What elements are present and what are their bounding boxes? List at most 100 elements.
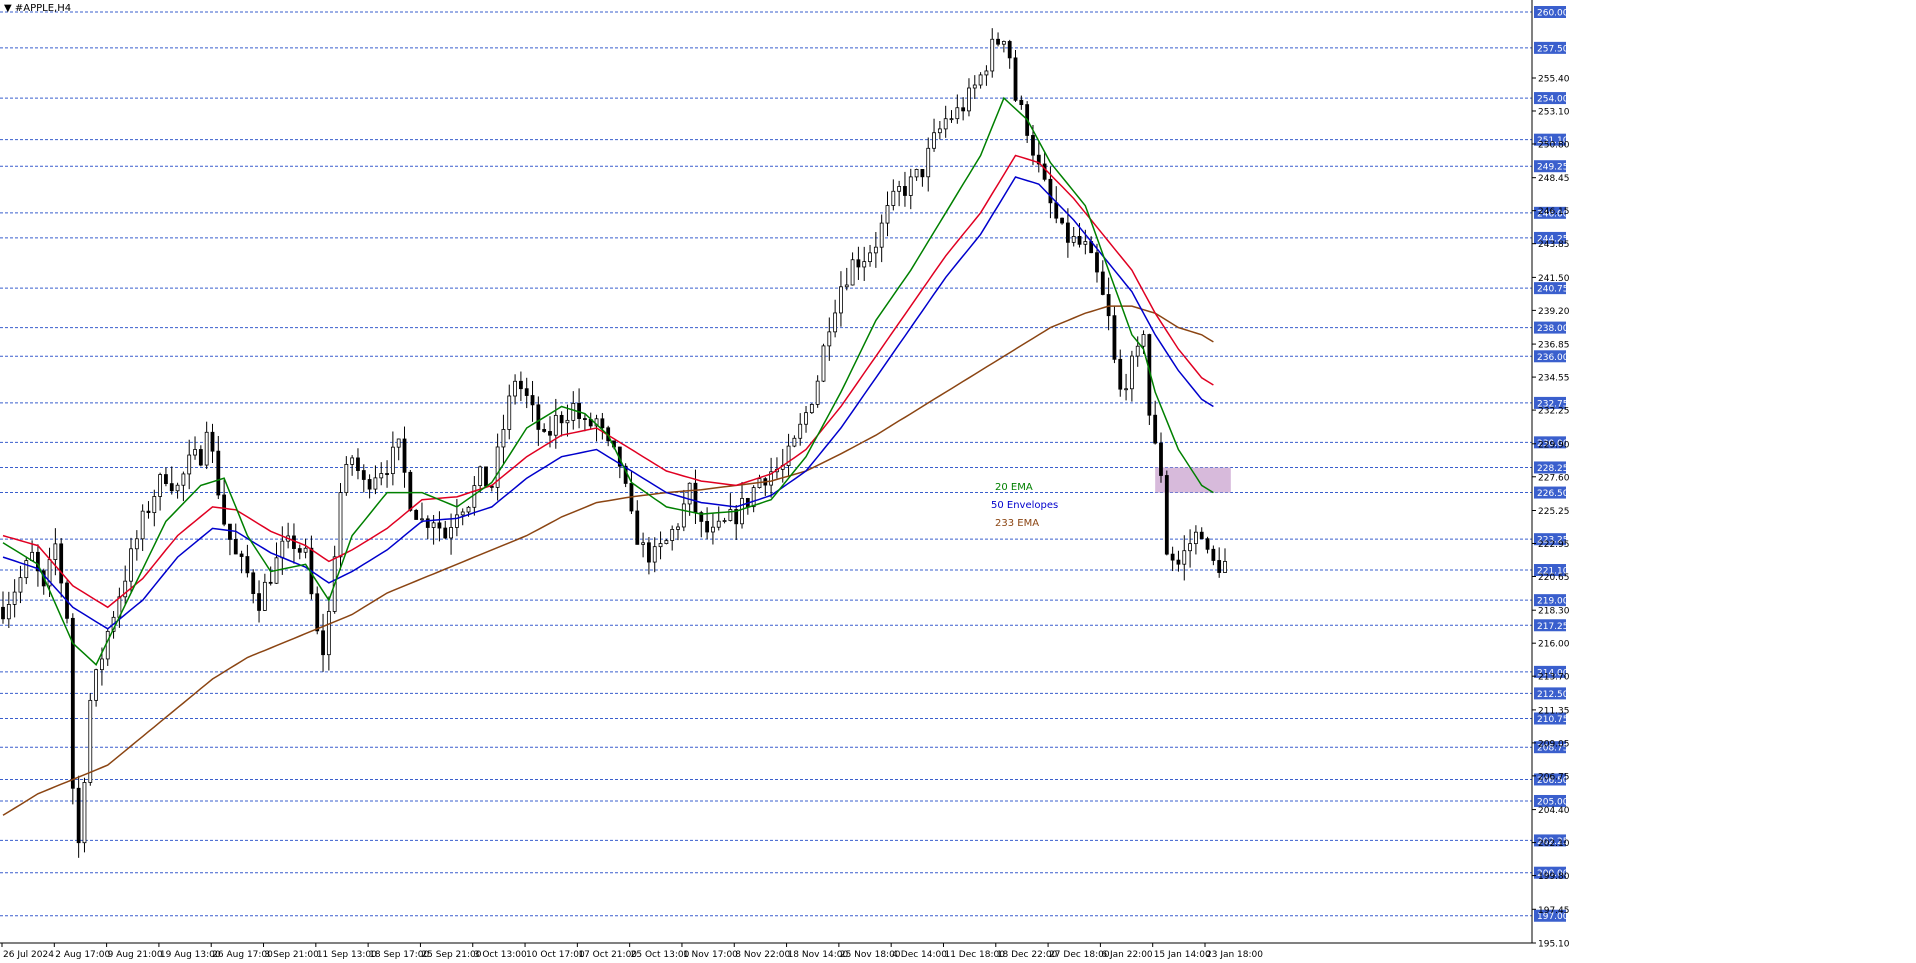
candle-body [967,87,971,112]
candle-body [396,438,401,448]
candle-body [856,259,861,268]
candle-body [59,543,64,584]
level-label-bg [1534,231,1566,244]
candle-body [245,556,250,574]
candle-body [1159,442,1163,476]
candle-body [670,529,675,541]
candle-body [216,450,221,496]
candle-body [449,527,453,539]
x-tick-label: 2 Aug 17:00 [55,950,110,960]
candle-body [1199,531,1204,540]
x-tick-label: 23 Jan 18:00 [1206,950,1263,960]
candle-body [1019,99,1024,106]
candle-body [239,553,244,557]
x-tick-label: 18 Nov 14:00 [788,950,849,960]
level-label-bg [1534,206,1566,219]
y-tick-label: 211.35 [1538,706,1570,716]
candle-body [1164,475,1169,555]
candle-body [402,438,407,473]
candle-body [1095,252,1099,273]
candle-body [123,580,128,598]
candle-body [1,606,5,620]
level-label-bg [1534,794,1566,807]
level-label-bg [1534,741,1566,754]
candle-body [350,457,355,465]
candle-body [385,473,389,475]
candle-body [850,259,855,286]
level-label: 219.00 [1537,597,1569,607]
candle-body [559,414,564,424]
x-tick-label: 4 Dec 14:00 [892,950,947,960]
y-tick-label: 197.45 [1538,906,1570,916]
candle-body [1141,334,1146,347]
candle-body [955,107,960,120]
y-tick-label: 236.85 [1538,341,1570,351]
candle-body [425,518,430,528]
level-label: 223.25 [1537,536,1569,546]
level-label-bg [1534,350,1566,363]
candle-body [1135,345,1140,357]
x-tick-label: 10 Oct 17:00 [526,950,585,960]
candle-body [1194,531,1198,545]
x-tick-label: 3 Oct 13:00 [474,950,527,960]
x-tick-label: 6 Jan 22:00 [1101,950,1153,960]
candle-body [716,520,721,528]
x-tick-label: 17 Oct 21:00 [578,950,637,960]
candle-body [914,169,919,178]
level-label: 257.50 [1537,44,1569,54]
level-label-bg [1534,396,1566,409]
level-label: 221.10 [1537,567,1569,577]
candle-body [926,147,931,178]
level-label-bg [1534,773,1566,786]
level-label: 210.75 [1537,715,1569,725]
candle-body [1060,217,1064,224]
level-label-bg [1534,665,1566,678]
candle-body [635,510,640,545]
x-tick-label: 11 Dec 18:00 [944,950,1005,960]
price-axis: 260.00 257.50 254.00 251.10 249.25 246.00 244.… [1532,6,1570,950]
candle-body [367,479,372,490]
candle-body [466,506,471,513]
candle-body [821,345,826,382]
level-label: 260.00 [1537,9,1569,19]
candle-body [390,446,395,475]
x-tick-label: 18 Sep 17:00 [369,950,429,960]
candle-body [105,630,110,660]
candle-body [1118,358,1123,390]
candle-body [257,593,261,611]
candle-body [687,482,692,505]
level-label-bg [1534,6,1566,18]
candle-body [507,395,512,430]
candle-body [338,492,343,558]
y-tick-label: 255.40 [1538,74,1570,84]
symbol-label: ▼ #APPLE,H4 [4,3,72,14]
candle-body [728,509,733,521]
y-tick-label: 232.25 [1538,407,1570,417]
y-tick-label: 239.20 [1538,307,1570,317]
candle-body [647,542,651,563]
candle-body [175,484,180,492]
candle-body [70,617,75,789]
y-tick-label: 204.40 [1538,806,1570,816]
candle-body [484,466,488,487]
candle-body [658,543,663,548]
candle-body [530,395,535,406]
level-label: 208.75 [1537,744,1569,754]
candle-body [996,38,1000,45]
candle-body [990,38,995,72]
candle-body [879,222,884,248]
level-label: 230.00 [1537,439,1569,449]
candle-body [740,498,744,525]
candle-body [233,539,238,555]
candle-body [897,186,902,192]
candle-body [565,419,570,424]
candle-body [652,546,657,563]
candle-body [524,388,529,396]
y-tick-label: 250.80 [1538,140,1570,150]
y-tick-label: 195.10 [1538,940,1570,950]
candle-body [12,591,17,605]
candle-body [262,581,267,611]
candle-body [600,418,605,429]
